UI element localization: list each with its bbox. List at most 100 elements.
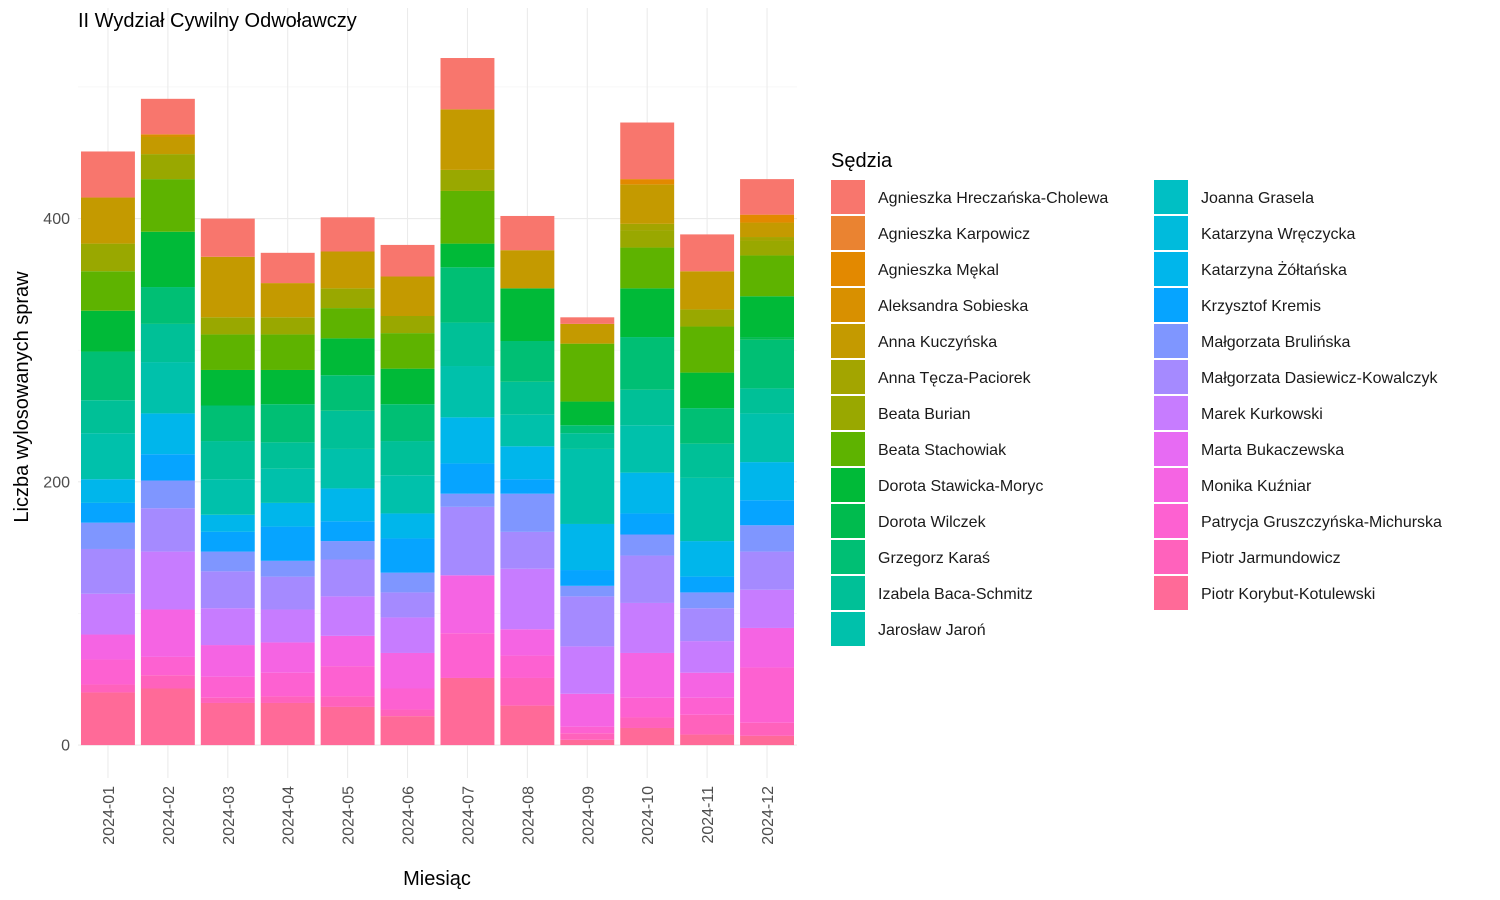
- bar-segment: Krzysztof Kremis: 15: [200, 531, 255, 552]
- bar-segment: Monika Kuźniar: 19: [80, 634, 135, 660]
- bar-segment: Piotr Jarmundowicz: 15: [680, 714, 735, 735]
- bar-segment: Piotr Jarmundowicz: 5: [380, 709, 435, 717]
- bar-segment: Małgorzata Dasiewicz-Kowalczyk: 33: [140, 508, 195, 552]
- legend-item: Grzegorz Karaś: [831, 540, 990, 574]
- bar-segment: Małgorzata Brulińska: 8: [560, 585, 615, 597]
- legend-label: Marta Bukaczewska: [1201, 442, 1344, 459]
- bar-segment: Grzegorz Karaś: 28: [140, 287, 195, 324]
- legend-swatch: [831, 468, 865, 502]
- y-tick-label: 0: [61, 738, 70, 755]
- bar-segment: Piotr Jarmundowicz: 5: [560, 733, 615, 740]
- bar-segment: Piotr Korybut-Kotulewski: 7: [740, 735, 795, 746]
- bar-segment: Jarosław Jaroń: 48: [680, 477, 735, 542]
- bar-segment: Katarzyna Żółtańska: 25: [500, 446, 555, 480]
- bar-segment: Monika Kuźniar: 30: [740, 627, 795, 668]
- bar-segment: Piotr Jarmundowicz: 21: [500, 677, 555, 706]
- bar-segment: Krzysztof Kremis: 16: [620, 513, 675, 535]
- bar-segment: Anna Kuczyńska: 30: [380, 276, 435, 316]
- bar-segment: Krzysztof Kremis: 26: [260, 526, 315, 561]
- legend-swatch: [1154, 504, 1188, 538]
- bar-segment: Beata Burian: 13: [680, 309, 735, 327]
- bar-segment: Anna Kuczyńska: 13: [140, 136, 195, 155]
- bar-segment: Małgorzata Dasiewicz-Kowalczyk: 25: [260, 576, 315, 610]
- bar-segment: Katarzyna Żółtańska: 27: [680, 541, 735, 577]
- legend-swatch: [1154, 324, 1188, 358]
- bar-segment: Izabela Baca-Schmitz: 27: [620, 389, 675, 426]
- bar-segment: Marek Kurkowski: 38: [620, 602, 675, 653]
- bar-segment: Grzegorz Karaś: 6: [560, 425, 615, 434]
- legend-label: Joanna Grasela: [1201, 190, 1314, 207]
- x-tick-label: 2024-12: [760, 786, 777, 845]
- bar-segment: Krzysztof Kremis: 11: [500, 479, 555, 494]
- bar-segment: Marek Kurkowski: 29: [740, 589, 795, 628]
- legend-label: Dorota Wilczek: [878, 514, 987, 531]
- bar-segment: Patrycja Gruszczyńska-Michurska: 17: [500, 655, 555, 678]
- bar-segment: Jarosław Jaroń: 57: [560, 448, 615, 524]
- bar-stack-2024-08: Piotr Korybut-Kotulewski: 30Piotr Jarmun…: [500, 215, 555, 746]
- legend-swatch: [1154, 180, 1188, 214]
- bar-segment: Grzegorz Karaś: 27: [680, 408, 735, 444]
- bar-segment: Agnieszka Hreczańska-Cholewa: 39: [440, 58, 495, 110]
- bar-segment: Katarzyna Żółtańska: 35: [440, 417, 495, 464]
- bar-segment: Piotr Jarmundowicz: 6: [80, 684, 135, 693]
- legend-label: Agnieszka Mękal: [878, 262, 999, 279]
- bar-segment: Krzysztof Kremis: 15: [80, 502, 135, 523]
- bar-segment: Krzysztof Kremis: 12: [680, 576, 735, 593]
- legend-item: Katarzyna Żółtańska: [1154, 252, 1347, 286]
- legend-swatch: [831, 396, 865, 430]
- bar-segment: Piotr Korybut-Kotulewski: 13: [620, 727, 675, 746]
- legend-label: Patrycja Gruszczyńska-Michurska: [1201, 514, 1442, 531]
- bar-segment: Jarosław Jaroń: 39: [140, 362, 195, 414]
- bar-segment: Agnieszka Hreczańska-Cholewa: 29: [200, 218, 255, 257]
- bar-segment: Małgorzata Brulińska: 12: [260, 560, 315, 577]
- bar-segment: Katarzyna Żółtańska: 18: [260, 502, 315, 527]
- legend-swatch: [1154, 252, 1188, 286]
- bar-segment: Małgorzata Dasiewicz-Kowalczyk: 19: [380, 592, 435, 618]
- x-tick-label: 2024-03: [221, 786, 238, 845]
- legend-title: Sędzia: [831, 150, 893, 172]
- bar-segment: Grzegorz Karaś: 28: [380, 404, 435, 442]
- legend-label: Agnieszka Hreczańska-Cholewa: [878, 190, 1108, 207]
- bar-segment: Patrycja Gruszczyńska-Michurska: 16: [200, 676, 255, 698]
- legend-item: Joanna Grasela: [1154, 180, 1314, 214]
- x-tick-label: 2024-01: [101, 786, 118, 845]
- bar-segment: Beata Stachowiak: 40: [440, 190, 495, 244]
- bar-segment: Małgorzata Brulińska: 15: [380, 572, 435, 593]
- legend-label: Małgorzata Brulińska: [1201, 334, 1351, 351]
- legend-swatch: [1154, 396, 1188, 430]
- legend-item: Dorota Stawicka-Moryc: [831, 468, 1043, 502]
- legend-label: Piotr Jarmundowicz: [1201, 550, 1341, 567]
- x-tick-label: 2024-09: [580, 786, 597, 845]
- bar-segment: Grzegorz Karaś: 29: [260, 404, 315, 443]
- legend-swatch: [1154, 360, 1188, 394]
- bar-segment: Izabela Baca-Schmitz: 26: [680, 443, 735, 478]
- legend-swatch: [1154, 576, 1188, 610]
- bar-segment: Agnieszka Hreczańska-Cholewa: 26: [500, 215, 555, 251]
- legend-item: Krzysztof Kremis: [1154, 288, 1321, 322]
- bar-segment: Małgorzata Dasiewicz-Kowalczyk: 38: [560, 596, 615, 647]
- bar-segment: Beata Burian: 19: [140, 154, 195, 180]
- x-tick-label: 2024-05: [341, 786, 358, 845]
- bar-segment: Małgorzata Dasiewicz-Kowalczyk: 52: [440, 506, 495, 576]
- bar-segment: Dorota Stawicka-Moryc: 42: [140, 231, 195, 288]
- legend-item: Agnieszka Hreczańska-Cholewa: [831, 180, 1108, 214]
- legend-item: Beata Stachowiak: [831, 432, 1007, 466]
- legend-label: Katarzyna Żółtańska: [1201, 260, 1347, 279]
- bar-segment: Małgorzata Dasiewicz-Kowalczyk: 29: [740, 551, 795, 590]
- legend-item: Piotr Korybut-Kotulewski: [1154, 576, 1375, 610]
- legend-swatch: [831, 324, 865, 358]
- legend-item: Izabela Baca-Schmitz: [831, 576, 1033, 610]
- bar-segment: Krzysztof Kremis: 23: [440, 463, 495, 494]
- bar-segment: Patrycja Gruszczyńska-Michurska: 19: [80, 659, 135, 685]
- bar-stack-2024-07: Piotr Korybut-Kotulewski: 51Patrycja Gru…: [440, 58, 495, 746]
- bar-segment: Izabela Baca-Schmitz: 26: [380, 441, 435, 476]
- legend-item: Marek Kurkowski: [1154, 396, 1323, 430]
- x-tick-label: 2024-06: [401, 786, 418, 845]
- bar-segment: Beata Stachowiak: 30: [80, 271, 135, 311]
- legend-label: Dorota Stawicka-Moryc: [878, 478, 1043, 495]
- bar-segment: Dorota Stawicka-Moryc: 27: [200, 369, 255, 406]
- bar-segment: Piotr Korybut-Kotulewski: 30: [500, 705, 555, 746]
- legend-swatch: [831, 540, 865, 574]
- bar-segment: Izabela Baca-Schmitz: 29: [320, 410, 375, 449]
